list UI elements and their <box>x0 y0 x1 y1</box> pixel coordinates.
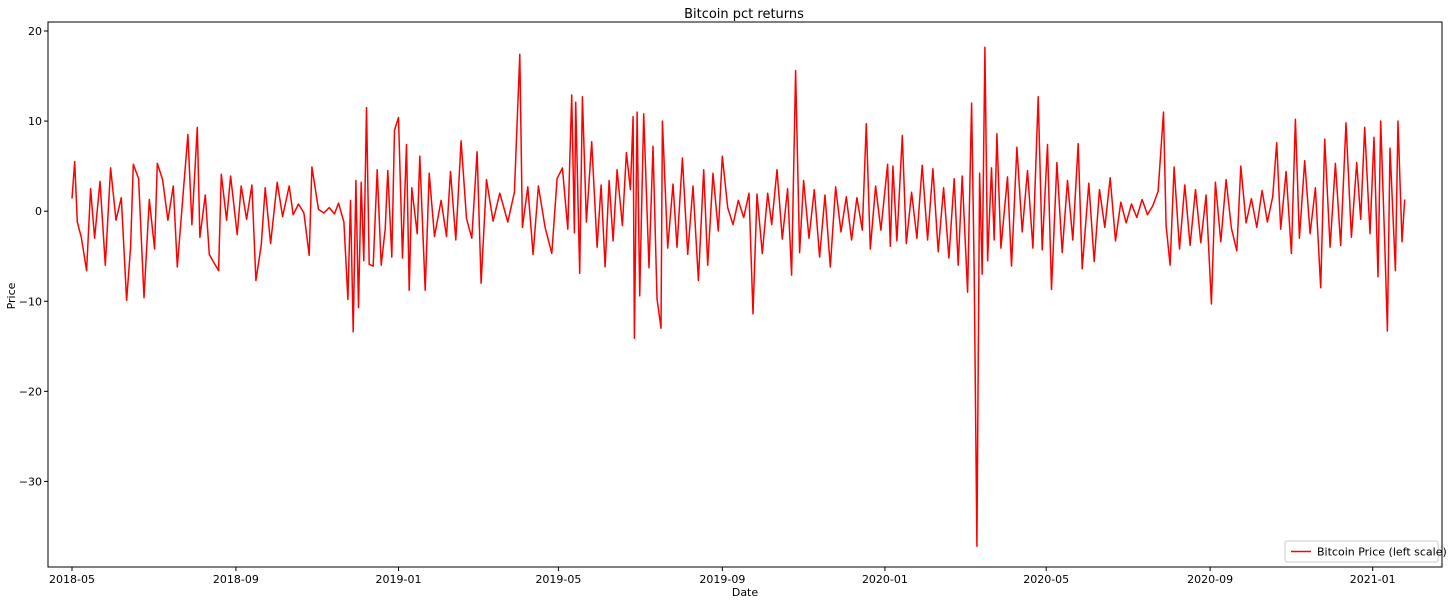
x-tick-label: 2020-09 <box>1187 573 1233 586</box>
y-tick-label: −10 <box>19 295 42 308</box>
legend: Bitcoin Price (left scale) <box>1284 540 1447 563</box>
x-tick-label: 2018-05 <box>49 573 95 586</box>
x-tick-label: 2020-01 <box>862 573 908 586</box>
x-axis: 2018-05 2018-09 2019-01 2019-05 2019-09 2020-… <box>49 567 1396 586</box>
y-tick-label: 0 <box>35 205 42 218</box>
x-tick-label: 2019-09 <box>699 573 745 586</box>
y-tick-label: 20 <box>28 25 42 38</box>
x-axis-label: Date <box>732 586 759 599</box>
y-tick-label: −20 <box>19 385 42 398</box>
plot-area <box>71 46 1406 548</box>
y-axis: −30 −20 −10 0 10 20 <box>19 25 48 488</box>
axes-frame <box>47 21 1443 568</box>
chart-title: Bitcoin pct returns <box>684 7 804 22</box>
x-tick-label: 2019-05 <box>535 573 581 586</box>
y-tick-label: −30 <box>19 475 42 488</box>
legend-box <box>1284 540 1439 563</box>
y-tick-label: 10 <box>28 115 42 128</box>
x-tick-label: 2018-09 <box>213 573 259 586</box>
y-axis-label: Price <box>5 282 18 309</box>
x-tick-label: 2019-01 <box>376 573 422 586</box>
x-tick-label: 2021-01 <box>1350 573 1396 586</box>
x-tick-label: 2020-05 <box>1023 573 1069 586</box>
legend-label: Bitcoin Price (left scale) <box>1317 546 1447 559</box>
series-line-0 <box>71 46 1406 548</box>
